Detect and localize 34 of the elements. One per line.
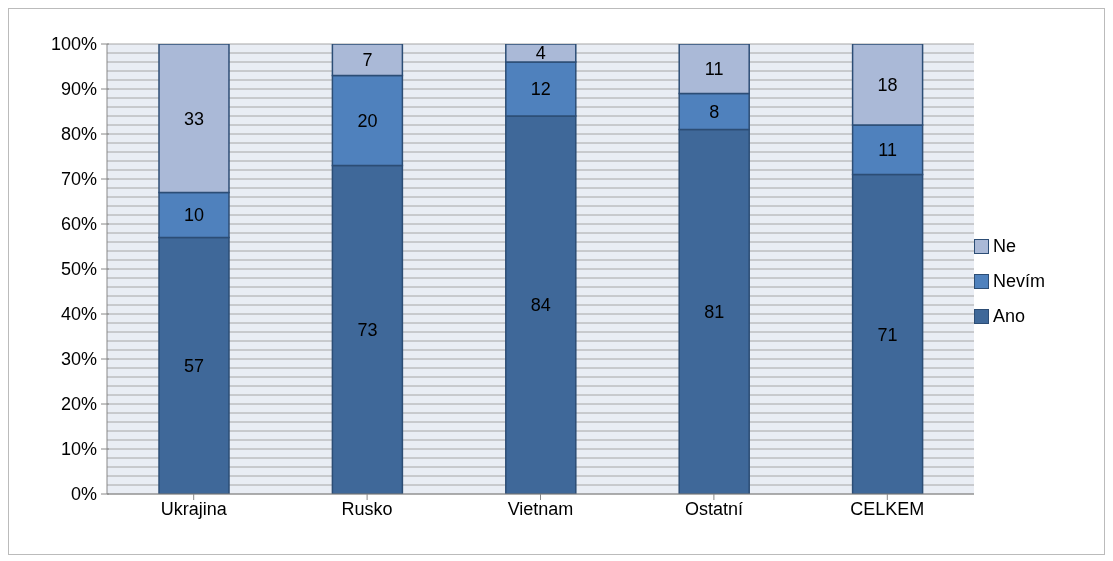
data-label: 81 [704, 302, 725, 323]
data-label: 8 [709, 101, 720, 122]
y-tick-label: 90% [60, 79, 97, 100]
legend-label: Ano [993, 306, 1026, 327]
y-tick-label: 40% [60, 304, 97, 325]
data-label: 18 [877, 74, 898, 95]
data-label: 10 [183, 205, 205, 226]
data-label: 20 [357, 110, 378, 131]
data-label: 7 [362, 50, 373, 71]
y-tick-label: 100% [50, 34, 97, 55]
x-tick-label: Vietnam [507, 498, 574, 519]
data-label: 71 [877, 324, 898, 345]
legend-label: Ne [993, 236, 1017, 257]
y-tick-label: 70% [60, 169, 97, 190]
y-tick-label: 60% [60, 214, 97, 235]
y-tick-label: 80% [60, 124, 97, 145]
y-tick-label: 50% [60, 259, 97, 280]
legend-label: Nevím [993, 271, 1046, 292]
data-label: 11 [704, 59, 724, 80]
x-tick-label: Rusko [341, 498, 393, 519]
data-label: 12 [530, 79, 551, 100]
data-label: 73 [357, 320, 378, 341]
data-label: 84 [530, 295, 551, 316]
y-tick-label: 20% [60, 394, 97, 415]
data-label: 4 [535, 43, 546, 64]
x-tick-label: Ostatní [684, 498, 743, 519]
x-tick-label: CELKEM [850, 498, 925, 519]
x-tick-label: Ukrajina [160, 498, 228, 519]
y-tick-label: 30% [60, 349, 97, 370]
data-label: 33 [183, 108, 205, 129]
y-tick-label: 0% [70, 484, 97, 505]
data-label: 57 [183, 356, 205, 377]
data-label: 11 [878, 140, 897, 161]
y-tick-label: 10% [60, 439, 97, 460]
